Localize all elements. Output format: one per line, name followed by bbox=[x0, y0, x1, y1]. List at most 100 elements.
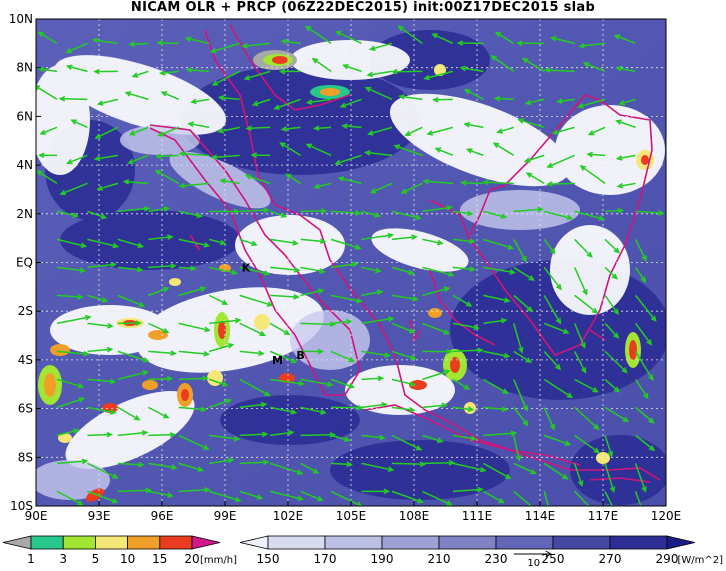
wind-arrow-shaft bbox=[495, 32, 515, 44]
wind-arrow-shaft bbox=[340, 98, 362, 108]
wind-arrow-head bbox=[266, 301, 274, 307]
wind-arrow-head bbox=[473, 324, 480, 331]
wind-arrow-shaft bbox=[186, 37, 210, 45]
wind-arrow-shaft bbox=[209, 266, 237, 274]
wind-arrow-head bbox=[530, 468, 537, 475]
x-tick-label: 108E bbox=[399, 509, 430, 523]
wind-arrow-head bbox=[320, 208, 328, 214]
wind-arrow-shaft bbox=[513, 379, 528, 411]
wind-arrow-head bbox=[387, 232, 395, 239]
wind-arrow-head bbox=[39, 129, 47, 135]
wind-arrow-shaft bbox=[460, 66, 484, 73]
wind-arrow-shaft bbox=[513, 350, 531, 363]
wind-arrow-shaft bbox=[634, 463, 647, 492]
legend-unit: [mm/h] bbox=[200, 555, 237, 566]
wind-arrow-shaft bbox=[338, 177, 362, 185]
wind-arrow-head bbox=[377, 375, 385, 382]
wind-arrow-shaft bbox=[491, 55, 515, 72]
wind-arrow-shaft bbox=[452, 488, 483, 493]
wind-arrow-shaft bbox=[270, 266, 299, 272]
wind-arrow-head bbox=[525, 172, 533, 178]
wind-arrow-shaft bbox=[635, 210, 664, 215]
wind-arrow-shaft bbox=[148, 462, 177, 469]
wind-arrow-head bbox=[618, 100, 626, 106]
wind-arrow-shaft bbox=[300, 434, 335, 437]
wind-arrow-head bbox=[141, 429, 149, 436]
wind-arrow-shaft bbox=[452, 378, 470, 390]
wind-arrow-head bbox=[482, 179, 489, 186]
wind-arrow-head bbox=[166, 375, 174, 382]
wind-arrow-head bbox=[185, 67, 193, 73]
wind-arrow-shaft bbox=[574, 294, 598, 314]
wind-arrow-head bbox=[384, 352, 391, 358]
wind-arrow-head bbox=[363, 150, 371, 156]
wind-arrow-shaft bbox=[269, 322, 290, 335]
wind-arrow-shaft bbox=[422, 322, 449, 335]
wind-arrow-shaft bbox=[56, 460, 87, 465]
wind-arrow-head bbox=[244, 174, 252, 180]
wind-arrow-head bbox=[93, 155, 101, 162]
wind-arrow-shaft bbox=[617, 154, 636, 160]
wind-arrow-head bbox=[463, 89, 471, 95]
wind-arrow-head bbox=[320, 409, 327, 415]
wind-arrow-head bbox=[578, 42, 585, 49]
legend-swatch bbox=[324, 535, 383, 550]
wind-arrow-head bbox=[356, 297, 363, 304]
wind-arrow-head bbox=[640, 276, 647, 284]
wind-arrow-head bbox=[329, 432, 337, 438]
wind-arrow-head bbox=[448, 459, 456, 466]
wind-arrow-shaft bbox=[361, 350, 390, 357]
legend-swatch bbox=[62, 535, 96, 550]
wind-arrow-shaft bbox=[391, 378, 415, 386]
wind-arrow-shaft bbox=[452, 238, 475, 243]
wind-arrow-head bbox=[580, 342, 586, 349]
wind-arrow-head bbox=[157, 131, 164, 137]
precip-legend: 1 3 5 10 15 20 [mm/h] bbox=[2, 535, 237, 566]
reference-vector: 10 bbox=[513, 550, 552, 569]
wind-arrow-shaft bbox=[405, 126, 423, 136]
wind-arrow-head bbox=[609, 486, 616, 494]
wind-arrow-head bbox=[374, 212, 381, 218]
wind-arrow-head bbox=[158, 70, 166, 76]
wind-arrow-shaft bbox=[95, 126, 119, 139]
wind-arrow-head bbox=[650, 315, 657, 322]
wind-arrow-head bbox=[342, 63, 349, 70]
wind-arrow-head bbox=[190, 98, 197, 105]
wind-arrow-shaft bbox=[330, 490, 362, 506]
wind-arrow-shaft bbox=[307, 98, 332, 104]
wind-arrow-head bbox=[613, 386, 621, 393]
wind-arrow-head bbox=[231, 269, 238, 276]
wind-arrow-head bbox=[582, 289, 588, 296]
wind-arrow-shaft bbox=[422, 490, 452, 506]
wind-arrow-head bbox=[528, 275, 536, 281]
wind-arrow-shaft bbox=[545, 69, 575, 73]
legend-swatch bbox=[30, 535, 64, 550]
wind-arrow-shaft bbox=[365, 151, 393, 157]
wind-arrow-head bbox=[292, 240, 299, 246]
wind-arrow-head bbox=[170, 350, 177, 357]
wind-arrow-shaft bbox=[370, 42, 393, 51]
wind-arrow-head bbox=[77, 293, 84, 300]
wind-arrow-shaft bbox=[239, 294, 273, 307]
wind-arrow-head bbox=[502, 388, 509, 394]
x-tick-label: 111E bbox=[462, 509, 493, 523]
wind-arrow-head bbox=[77, 500, 84, 506]
wind-arrow-shaft bbox=[464, 89, 484, 101]
wind-arrow-shaft bbox=[361, 266, 381, 273]
wind-arrow-head bbox=[143, 205, 151, 212]
wind-arrow-shaft bbox=[543, 294, 561, 324]
wind-arrow-shaft bbox=[330, 238, 361, 250]
wind-arrow-shaft bbox=[286, 173, 302, 184]
wind-arrow-shaft bbox=[513, 239, 527, 262]
wind-arrow-shaft bbox=[300, 289, 324, 297]
wind-arrow-head bbox=[94, 133, 101, 139]
wind-arrow-shaft bbox=[543, 238, 556, 254]
wind-arrow-shaft bbox=[452, 434, 476, 440]
wind-arrow-shaft bbox=[269, 350, 296, 363]
wind-arrow-head bbox=[65, 47, 72, 54]
wind-arrow-shaft bbox=[178, 434, 209, 450]
legend-swatch bbox=[381, 535, 440, 550]
wind-arrow-shaft bbox=[117, 350, 149, 362]
wind-arrow-head bbox=[586, 151, 593, 158]
